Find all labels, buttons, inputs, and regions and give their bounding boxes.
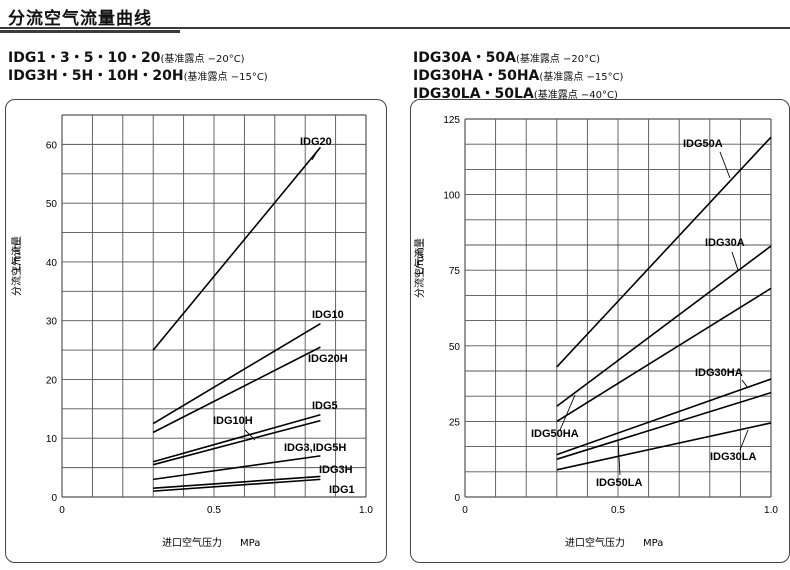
left-series-label: IDG10H [213, 415, 253, 427]
left-y-tick-label: 30 [46, 317, 58, 328]
left-x-tick-label: 1.0 [359, 505, 373, 516]
right-label-leader [719, 151, 731, 179]
page-title: 分流空气流量曲线 [8, 9, 152, 29]
left-series-line-idg10h [152, 419, 321, 466]
right-series-label: IDG50HA [531, 428, 579, 440]
right-label-leader [731, 251, 739, 271]
right-label-leader [739, 429, 749, 451]
right-series-label: IDG30A [705, 237, 745, 249]
right-header-note-1: (基准露点 −20°C) [515, 54, 601, 65]
left-series-line-idg1 [153, 478, 321, 492]
right-chart-panel [410, 99, 790, 563]
left-series-line-idg20h [152, 346, 321, 434]
right-y-tick-label: 125 [443, 115, 460, 126]
left-series-line-idg3h [153, 475, 321, 489]
left-x-unit-label: MPa [240, 538, 260, 549]
left-y-axis-label: 分流空气流量 [10, 236, 23, 296]
left-header-note-1: (基准露点 −20°C) [160, 54, 245, 65]
right-header-models-2: IDG30HA・50HA [413, 68, 540, 84]
title-underline [0, 30, 180, 33]
left-y-tick-label: 20 [46, 375, 58, 386]
right-x-tick-label: 0.5 [611, 505, 625, 516]
left-series-label: IDG3H [319, 464, 353, 476]
right-header-line-3: IDG30LA・50LA(基准露点 −40°C) [413, 83, 618, 103]
right-header-note-3: (基准露点 −40°C) [533, 90, 618, 101]
right-y-tick-label: 0 [454, 493, 460, 504]
right-y-tick-label: 25 [449, 417, 461, 428]
right-x-unit-label: MPa [643, 538, 663, 549]
right-header-note-2: (基准露点 −15°C) [539, 72, 624, 83]
right-header-line-1: IDG30A・50A(基准露点 −20°C) [413, 47, 600, 67]
right-y-tick-label: 50 [449, 342, 461, 353]
right-y-tick-label: 100 [443, 191, 460, 202]
left-series-line-idg20 [152, 146, 322, 351]
title-rule [0, 27, 790, 29]
right-series-label: IDG30HA [695, 367, 743, 379]
right-series-line-idg50la [556, 391, 772, 460]
left-y-unit-label: L/min [12, 243, 23, 271]
right-y-tick-label: 75 [449, 266, 461, 277]
right-label-leader [741, 379, 749, 389]
right-y-axis-label: 分流空气流量 [413, 238, 426, 298]
left-y-tick-label: 10 [46, 434, 58, 445]
left-series-label: IDG5 [312, 400, 338, 412]
left-label-leader [311, 149, 319, 161]
right-series-label: IDG50LA [596, 477, 643, 489]
right-header-models-3: IDG30LA・50LA [413, 86, 534, 102]
left-series-line-idg3-idg5h [153, 455, 321, 481]
left-y-tick-label: 0 [51, 493, 57, 504]
right-series-line-idg30ha [556, 378, 772, 456]
left-series-label: IDG10 [312, 309, 344, 321]
left-series-line-idg5 [152, 413, 321, 463]
left-series-label: IDG20 [300, 136, 332, 148]
right-chart [464, 118, 772, 498]
left-header-models-1: IDG1・3・5・10・20 [8, 50, 161, 66]
right-series-label: IDG50A [683, 138, 723, 150]
left-series-label: IDG1 [329, 484, 355, 496]
right-header-line-2: IDG30HA・50HA(基准露点 −15°C) [413, 65, 623, 85]
left-chart [61, 114, 367, 498]
left-x-tick-label: 0 [59, 505, 65, 516]
left-header-note-2: (基准露点 −15°C) [183, 72, 268, 83]
right-x-axis-label: 进口空气压力 [565, 536, 625, 549]
right-series-line-idg30la [556, 422, 772, 471]
right-series-line-idg50ha [556, 287, 772, 423]
left-series-label: IDG20H [308, 353, 348, 365]
left-header-line-2: IDG3H・5H・10H・20H(基准露点 −15°C) [8, 65, 268, 85]
right-header-models-1: IDG30A・50A [413, 50, 516, 66]
right-y-unit-label: L/min [415, 247, 426, 275]
left-header-models-2: IDG3H・5H・10H・20H [8, 68, 184, 84]
left-y-tick-label: 40 [46, 258, 58, 269]
left-x-tick-label: 0.5 [207, 505, 221, 516]
right-series-line-idg30a [556, 245, 772, 407]
left-y-tick-label: 50 [46, 199, 58, 210]
left-x-axis-label: 进口空气压力 [162, 536, 222, 549]
right-label-leader [559, 394, 576, 431]
left-header-line-1: IDG1・3・5・10・20(基准露点 −20°C) [8, 47, 245, 67]
right-series-line-idg50a [556, 136, 772, 368]
left-label-leader [244, 429, 256, 441]
right-x-tick-label: 0 [462, 505, 468, 516]
left-series-label: IDG3,IDG5H [284, 442, 346, 454]
left-y-tick-label: 60 [46, 140, 58, 151]
right-x-tick-label: 1.0 [764, 505, 778, 516]
left-series-line-idg10 [152, 322, 321, 425]
right-label-leader [617, 439, 621, 476]
right-series-label: IDG30LA [710, 451, 757, 463]
